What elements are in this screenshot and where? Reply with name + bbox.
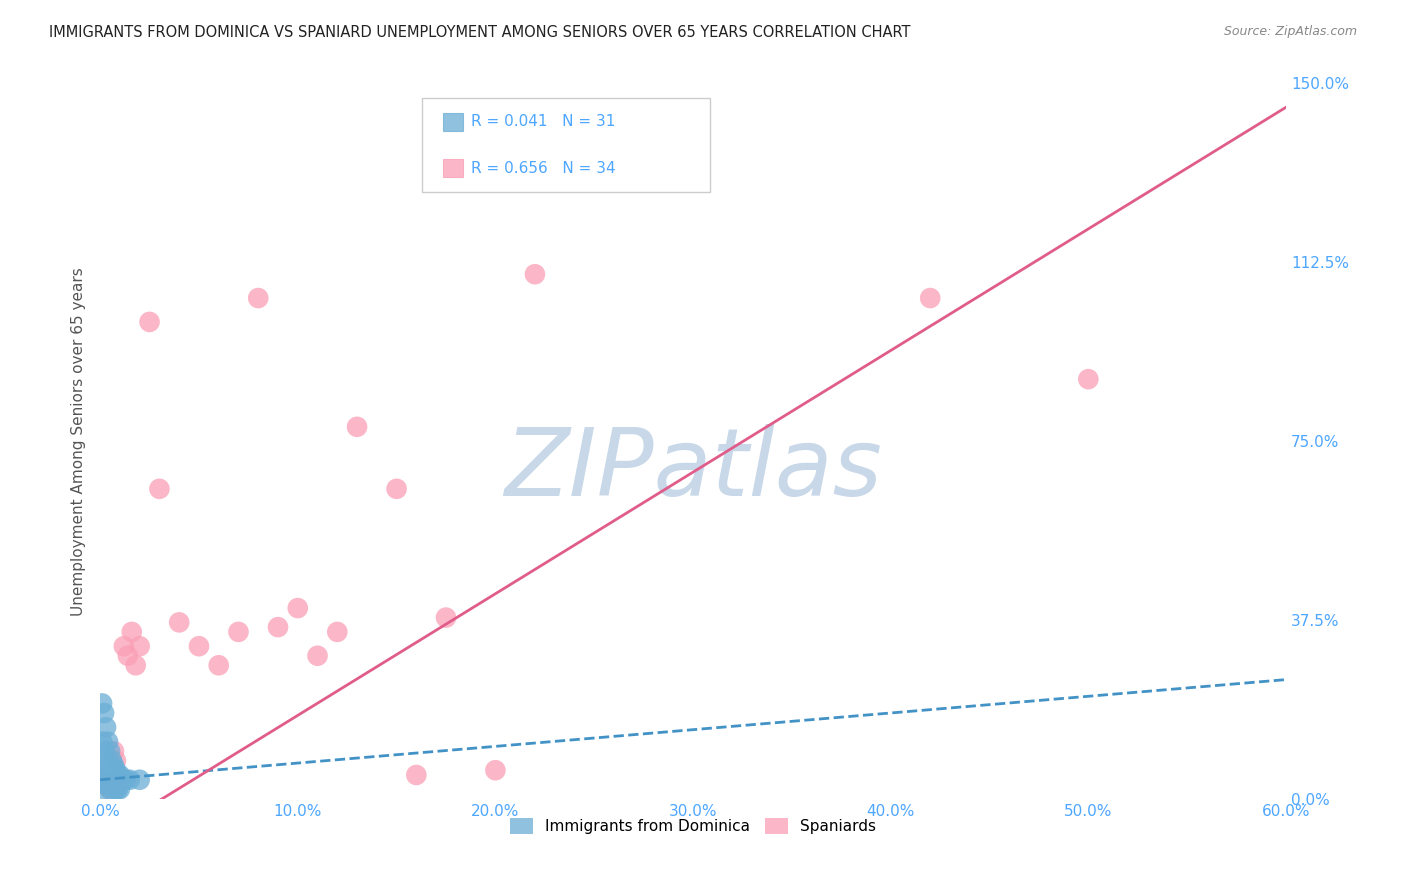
Text: ZIPatlas: ZIPatlas (505, 425, 882, 516)
Point (125, 658, 148, 673)
Y-axis label: Unemployment Among Seniors over 65 years: Unemployment Among Seniors over 65 years (72, 267, 86, 615)
Point (523, 267, 546, 281)
Point (148, 482, 170, 496)
Point (97, 758, 120, 772)
Point (91, 768, 114, 782)
Point (104, 754, 127, 768)
Point (101, 778, 124, 792)
Point (267, 620, 290, 634)
Point (93, 706, 115, 720)
Point (103, 782, 125, 797)
Point (104, 782, 127, 797)
Point (103, 758, 125, 772)
Point (94, 754, 117, 768)
Point (94, 720, 117, 734)
Point (107, 778, 129, 792)
Point (93, 763, 115, 777)
Point (104, 763, 127, 777)
Point (138, 315, 160, 329)
Point (108, 772, 131, 787)
Point (114, 772, 136, 787)
Point (1077, 372, 1099, 386)
Point (118, 772, 141, 787)
Point (346, 420, 368, 434)
Point (228, 624, 250, 639)
Point (111, 772, 134, 787)
Point (98, 782, 121, 797)
Point (484, 763, 506, 777)
Point (287, 601, 309, 615)
Point (208, 658, 231, 673)
Point (920, 291, 942, 305)
Point (93, 782, 115, 797)
Point (108, 768, 131, 782)
Point (97, 778, 120, 792)
Point (128, 639, 150, 653)
Point (326, 624, 349, 639)
Point (167, 615, 190, 630)
Point (434, 610, 457, 624)
Point (98, 744, 121, 758)
Point (247, 291, 270, 305)
Point (112, 772, 135, 787)
Point (91, 772, 114, 787)
Point (107, 782, 129, 797)
Point (128, 772, 150, 787)
Point (97, 734, 120, 748)
Point (94, 778, 117, 792)
Legend: Immigrants from Dominica, Spaniards: Immigrants from Dominica, Spaniards (510, 818, 876, 834)
Point (98, 782, 121, 797)
Point (93, 744, 115, 758)
Point (97, 778, 120, 792)
Point (91, 734, 114, 748)
Point (91, 697, 114, 711)
Text: Source: ZipAtlas.com: Source: ZipAtlas.com (1223, 25, 1357, 38)
Point (101, 778, 124, 792)
Point (94, 778, 117, 792)
Point (117, 648, 139, 663)
Point (405, 768, 427, 782)
Point (108, 782, 131, 797)
Point (307, 648, 329, 663)
Point (101, 754, 124, 768)
Point (121, 624, 143, 639)
Text: R = 0.041   N = 31: R = 0.041 N = 31 (471, 114, 616, 129)
Point (93, 772, 115, 787)
Point (103, 744, 125, 758)
Point (385, 482, 408, 496)
Text: R = 0.656   N = 34: R = 0.656 N = 34 (471, 161, 616, 176)
Point (187, 639, 209, 653)
Point (112, 639, 135, 653)
Point (107, 768, 129, 782)
Point (98, 768, 121, 782)
Text: IMMIGRANTS FROM DOMINICA VS SPANIARD UNEMPLOYMENT AMONG SENIORS OVER 65 YEARS CO: IMMIGRANTS FROM DOMINICA VS SPANIARD UNE… (49, 25, 911, 40)
